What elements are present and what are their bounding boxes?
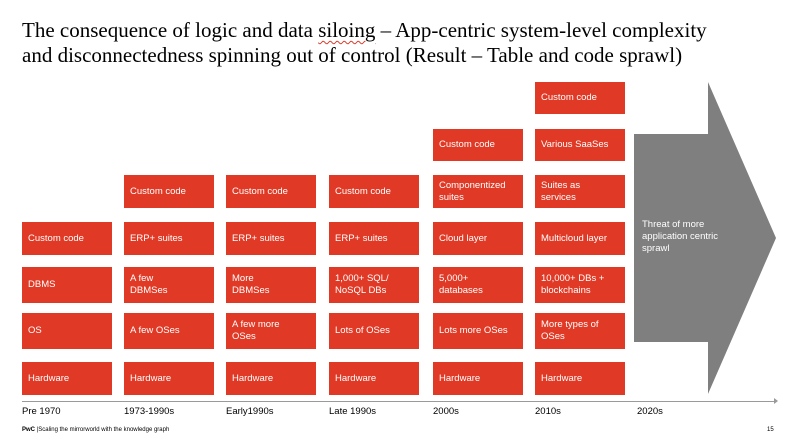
footer-brand: PwC [22,427,36,433]
era-label-2010s: 2010s [535,406,561,417]
col-early1990s-oses: A few more OSes [226,313,316,349]
col-late1990s-erp-suites: ERP+ suites [329,222,419,255]
col-1973-hardware: Hardware [124,362,214,395]
era-label-1973: 1973-1990s [124,406,175,417]
title-squiggle-word: siloing [318,18,376,42]
footer: PwC |Scaling the mirrorworld with the kn… [22,427,169,433]
col-early1990s-dbmses: More DBMSes [226,267,316,303]
col-2000s-componentized-suites: Componentized suites [433,175,523,208]
sprawl-arrow-label: Threat of more application centric spraw… [642,219,719,254]
timeline-axis [22,401,776,402]
title-line-2: and disconnectedness spinning out of con… [22,43,683,67]
slide-title: The consequence of logic and data siloin… [22,18,792,68]
era-label-late1990s: Late 1990s [329,406,377,417]
col-pre1970-hardware: Hardware [22,362,112,395]
era-label-pre1970: Pre 1970 [22,406,61,417]
col-early1990s-hardware: Hardware [226,362,316,395]
col-1973-erp-suites: ERP+ suites [124,222,214,255]
col-2000s-databases: 5,000+ databases [433,267,523,303]
title-line-1-end: – App-centric system-level complexity [375,18,707,42]
col-2010s-custom-code: Custom code [535,82,625,114]
page-number: 15 [767,427,774,433]
col-late1990s-oses: Lots of OSes [329,313,419,349]
col-late1990s-custom-code: Custom code [329,175,419,208]
col-early1990s-custom-code: Custom code [226,175,316,208]
col-2010s-multicloud-layer: Multicloud layer [535,222,625,255]
col-pre1970-dbms: DBMS [22,267,112,303]
col-2000s-custom-code: Custom code [433,129,523,161]
col-early1990s-erp-suites: ERP+ suites [226,222,316,255]
title-line-1-start: The consequence of logic and data [22,18,319,42]
col-2000s-hardware: Hardware [433,362,523,395]
era-label-2020s: 2020s [637,406,663,417]
era-label-early1990s: Early1990s [226,406,274,417]
sprawl-arrow [634,82,776,394]
col-1973-oses: A few OSes [124,313,214,349]
col-2000s-cloud-layer: Cloud layer [433,222,523,255]
col-2010s-hardware: Hardware [535,362,625,395]
col-late1990s-hardware: Hardware [329,362,419,395]
col-1973-custom-code: Custom code [124,175,214,208]
col-2000s-oses: Lots more OSes [433,313,523,349]
timeline-arrowhead [774,398,778,404]
col-2010s-more-types-oses: More types of OSes [535,313,625,349]
sprawl-arrow-shape [634,82,776,394]
col-2010s-suites-as-services: Suites as services [535,175,625,208]
col-2010s-various-saases: Various SaaSes [535,129,625,161]
footer-text: |Scaling the mirrorworld with the knowle… [35,427,170,433]
col-1973-dbmses: A few DBMSes [124,267,214,303]
col-late1990s-sql-nosql-dbs: 1,000+ SQL/ NoSQL DBs [329,267,419,303]
col-pre1970-custom-code: Custom code [22,222,112,255]
era-label-2000s: 2000s [433,406,459,417]
col-pre1970-os: OS [22,313,112,349]
title-line-1: The consequence of logic and data siloin… [22,18,792,43]
col-2010s-dbs-blockchains: 10,000+ DBs + blockchains [535,267,625,303]
